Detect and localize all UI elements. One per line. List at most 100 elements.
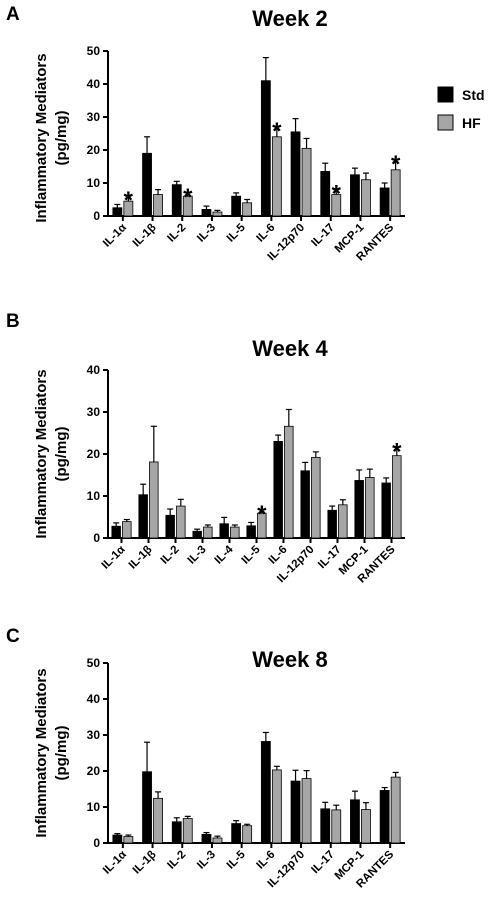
bar-std [260,741,271,844]
y-axis-label-line: Inflammatory Mediators [33,53,50,222]
y-tick-label: 10 [87,800,101,814]
x-tick-label: IL-1α [101,222,129,250]
bar-std [142,152,152,217]
bar-hf [182,818,193,844]
x-tick-label: IL-3 [195,222,218,245]
y-axis-label: Inflammatory Mediators (pg/mg) [33,369,70,538]
bar-std [142,771,152,844]
bar-hf [365,477,375,539]
y-tick-label: 30 [87,728,101,742]
bar-std [171,821,182,844]
y-axis-label-line: Inflammatory Mediators [33,369,50,538]
bar-hf [392,455,402,539]
bar-std [290,131,301,217]
bar-hf [301,778,312,844]
bar-hf [212,211,223,217]
y-axis-label-line: (pg/mg) [53,726,70,781]
bar-std [231,823,242,844]
y-axis-label: Inflammatory Mediators (pg/mg) [33,668,70,837]
x-tick-label: IL-3 [186,544,209,567]
significance-star: * [332,181,342,208]
x-tick-label: IL-5 [225,848,248,871]
bar-std [379,790,390,844]
bar-hf [153,797,163,844]
x-tick-label: IL-1β [131,222,159,250]
bar-std [192,530,202,539]
bar-std [171,184,182,217]
bar-std [112,207,123,217]
y-tick-label: 40 [87,692,101,706]
y-tick-label: 20 [87,447,101,461]
bar-hf [242,825,253,844]
panel-letter: A [6,4,20,25]
y-tick-label: 30 [87,110,101,124]
x-tick-label: IL-17 [309,849,336,876]
legend: Std HF [437,86,485,131]
y-tick-label: 50 [87,44,101,58]
bar-std [219,523,229,539]
y-axis-label-line: (pg/mg) [53,111,70,166]
bar-std [201,208,212,217]
y-tick-label: 10 [87,489,101,503]
x-tick-label: IL-4 [213,543,236,566]
bar-hf [149,461,159,539]
bar-hf [390,776,401,844]
bar-std [246,525,256,539]
panel-title: Week 2 [252,6,327,31]
panel-title: Week 8 [252,647,327,672]
bar-std [327,509,337,539]
bar-hf [301,147,312,217]
x-tick-label: IL-6 [255,849,278,872]
significance-star: * [391,151,401,178]
bar-hf [122,521,132,539]
y-tick-label: 40 [87,363,101,377]
x-tick-label: IL-1β [131,849,159,877]
significance-star: * [183,184,193,211]
bar-hf [284,425,294,539]
bar-std [138,494,148,539]
x-tick-label: IL-2 [165,849,188,872]
x-tick-label: IL-2 [165,222,188,245]
legend-swatch-hf [437,114,454,131]
x-tick-label: IL-6 [255,222,278,245]
y-tick-label: 30 [87,405,101,419]
y-tick-label: 0 [93,209,100,223]
y-axis-label: Inflammatory Mediators (pg/mg) [33,53,70,222]
bar-std [111,525,121,539]
significance-star: * [124,187,134,214]
y-tick-label: 50 [87,656,101,670]
significance-star: * [257,501,267,528]
bar-std [201,833,212,844]
bar-hf [361,179,371,217]
bar-hf [153,194,163,217]
y-tick-label: 0 [93,531,100,545]
bar-std [381,482,391,539]
bar-std [273,440,283,539]
y-tick-label: 40 [87,77,101,91]
bar-std [350,799,360,844]
panel-b: B Week 4 Inflammatory Mediators (pg/mg) 0 10 2… [6,311,405,586]
panel-title: Week 4 [252,336,328,361]
bar-std [320,171,331,217]
x-tick-label: IL-6 [267,544,290,567]
bar-hf [271,769,282,844]
bar-hf [338,504,348,539]
panel-c: C Week 8 Inflammatory Mediators (pg/mg) 0 10 2… [6,626,405,891]
bar-std [300,470,310,539]
bar-std [379,187,390,217]
panel-letter: B [6,311,20,332]
x-tick-label: IL-2 [159,544,182,567]
y-tick-label: 0 [93,836,100,850]
bar-hf [361,809,371,844]
bar-std [354,480,364,539]
bar-hf [331,809,342,844]
bar-std [320,808,331,844]
bar-hf [311,456,321,539]
legend-swatch-std [437,86,454,103]
x-tick-label: IL-5 [240,543,263,566]
y-axis-label-line: (pg/mg) [53,427,70,482]
x-tick-label: IL-17 [309,222,336,249]
y-tick-label: 20 [87,143,101,157]
bar-std [165,514,175,539]
